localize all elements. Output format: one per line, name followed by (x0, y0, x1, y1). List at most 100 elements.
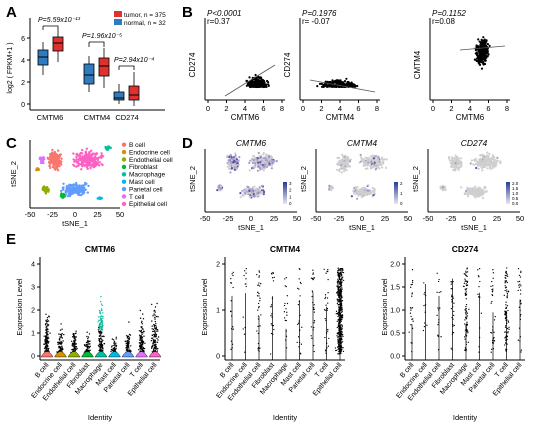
e-point (426, 324, 428, 326)
e-point (244, 270, 246, 272)
e-point (126, 343, 129, 346)
tsne-point (75, 155, 78, 159)
scatter-point (335, 80, 338, 83)
e-point (341, 327, 343, 329)
e-point (313, 344, 315, 347)
tsne-point (88, 164, 91, 167)
e-point (259, 300, 261, 302)
scatter-point (484, 51, 487, 54)
tsne-point (232, 163, 235, 166)
scatter-point (478, 63, 481, 66)
e-point (466, 275, 468, 278)
e-point (336, 333, 339, 335)
e-point (61, 350, 63, 352)
b-xtick: 2 (449, 104, 453, 113)
e-point (141, 341, 144, 343)
e-violin (94, 351, 108, 358)
e-point (337, 342, 339, 344)
e-point (505, 319, 508, 321)
e-point (323, 268, 325, 271)
tsne-point (229, 154, 232, 157)
tsne-point (482, 159, 485, 162)
tsne-point (450, 161, 454, 164)
e-point (73, 335, 75, 337)
e-point (100, 323, 103, 325)
e-point (125, 335, 128, 337)
scatter-point (478, 40, 481, 43)
scatter-point (352, 83, 355, 86)
tsne-point (236, 166, 239, 169)
d-title: CD274 (461, 138, 488, 148)
e-point (465, 298, 467, 300)
e-point (450, 307, 453, 310)
tsne-point (356, 197, 359, 200)
e-point (258, 285, 261, 287)
e-point (58, 345, 61, 348)
c-legend-dot (121, 179, 127, 184)
e-point (260, 283, 262, 285)
tsne-point (450, 165, 453, 168)
d-scale-label: 1.0 (512, 191, 519, 196)
e-point (337, 348, 339, 350)
e-point (100, 300, 102, 303)
scatter-point (267, 83, 270, 86)
e-point (341, 331, 344, 333)
d-xtick: 0 (472, 214, 476, 223)
tsne-point (344, 160, 347, 163)
tsne-point (337, 163, 340, 166)
scatter-point (480, 38, 483, 42)
d-scale-label: 0.5 (512, 196, 519, 201)
e-point (153, 340, 155, 342)
e-point (231, 273, 233, 275)
panel-letter-b: B (182, 4, 193, 21)
scatter-point (486, 52, 489, 55)
c-legend-dot (121, 142, 127, 147)
tsne-point (336, 162, 339, 165)
tsne-point (492, 155, 495, 158)
tsne-point (475, 166, 478, 170)
e-point (334, 347, 337, 349)
e-point (231, 343, 234, 345)
e-point (232, 274, 234, 277)
e-point (338, 318, 340, 320)
e-point (110, 350, 112, 353)
e-point (437, 280, 440, 283)
e-point (86, 343, 89, 345)
e-point (341, 311, 343, 313)
tsne-point (487, 157, 491, 160)
e-point (58, 338, 61, 340)
tsne-point (460, 186, 463, 189)
tsne-point (45, 186, 48, 189)
e-point (327, 269, 329, 271)
e-point (505, 340, 507, 342)
tsne-point (257, 161, 260, 164)
e-point (411, 269, 414, 271)
e-point (100, 303, 103, 305)
e-point (424, 294, 427, 297)
panel-a: A 0 2 4 6 log2 ( FPKM+1 ) tumor, n = 375… (6, 4, 166, 122)
e-point (271, 324, 273, 327)
tsne-point (229, 163, 232, 166)
c-xtick: -25 (47, 210, 58, 219)
tsne-point (459, 161, 462, 164)
e-point (61, 333, 63, 335)
scatter-point (481, 57, 484, 60)
e-point (230, 340, 233, 342)
e-point (341, 307, 343, 309)
e-point (338, 323, 340, 325)
tsne-point (81, 156, 85, 159)
e-point (153, 310, 155, 312)
e-point (504, 342, 507, 344)
tsne-point (78, 162, 81, 166)
scatter-point (256, 80, 259, 83)
e-point (260, 314, 262, 316)
e-point (338, 313, 341, 315)
e-point (466, 280, 469, 283)
c-xtick: 50 (116, 210, 124, 219)
e-point (284, 278, 286, 280)
e-point (313, 320, 316, 322)
tsne-point (263, 164, 266, 167)
tsne-point (41, 188, 44, 191)
